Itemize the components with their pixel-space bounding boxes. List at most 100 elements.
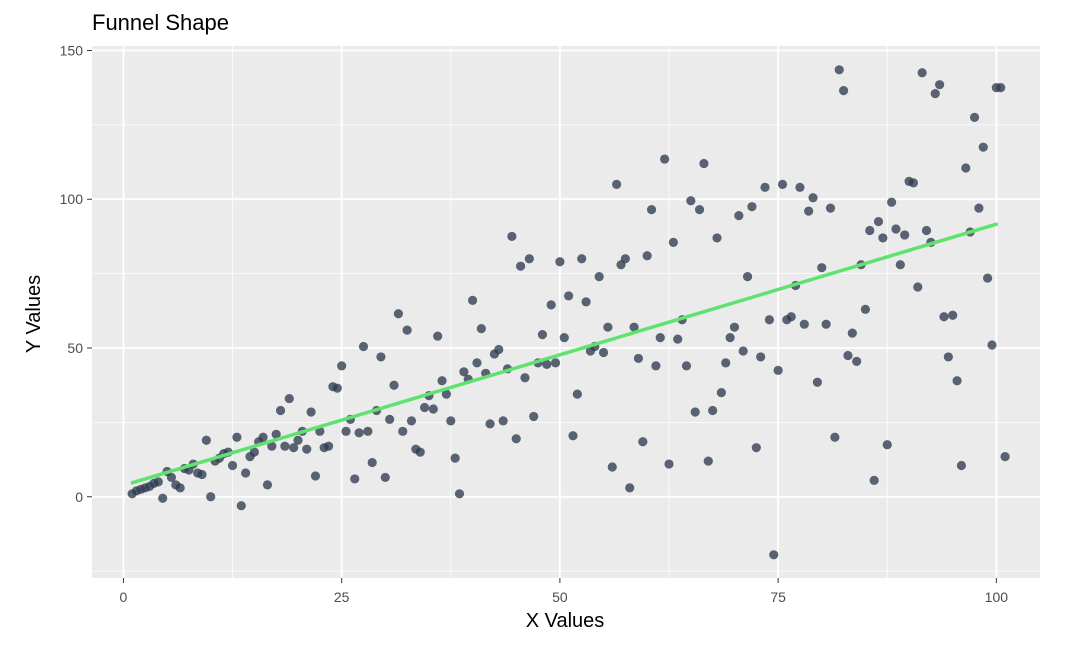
data-point — [507, 231, 517, 242]
data-point — [812, 377, 823, 387]
data-point — [1000, 452, 1010, 462]
data-point — [310, 471, 321, 481]
data-point — [393, 309, 403, 319]
data-point — [607, 462, 617, 472]
data-point — [511, 434, 521, 444]
data-point — [996, 83, 1006, 93]
data-point — [323, 441, 334, 451]
data-point — [241, 468, 251, 478]
data-point — [961, 163, 971, 173]
data-point — [725, 332, 735, 343]
minor-gridlines — [92, 46, 1040, 578]
data-point — [756, 352, 766, 362]
data-point — [834, 65, 844, 75]
data-point — [760, 182, 770, 192]
data-point — [564, 291, 574, 301]
data-point — [764, 315, 774, 325]
x-tick-label: 0 — [120, 589, 128, 605]
data-point — [568, 431, 578, 441]
data-point — [275, 405, 286, 416]
data-point — [546, 300, 556, 310]
data-point — [363, 426, 373, 436]
data-point — [895, 260, 905, 270]
data-point — [341, 426, 351, 436]
data-point — [777, 179, 788, 189]
data-point — [577, 254, 587, 264]
data-point — [206, 492, 216, 502]
data-point — [974, 203, 984, 213]
data-point — [804, 206, 814, 216]
data-point — [201, 435, 211, 445]
data-point — [930, 89, 940, 99]
data-point — [821, 319, 831, 329]
x-tick-label: 50 — [552, 589, 568, 605]
data-point — [450, 453, 460, 463]
data-point — [437, 376, 447, 386]
data-point — [459, 367, 469, 377]
data-point — [389, 380, 399, 390]
data-point — [385, 414, 395, 425]
data-point — [747, 202, 757, 212]
data-point — [921, 225, 932, 236]
data-point — [664, 459, 674, 469]
data-point — [542, 359, 552, 369]
data-point — [681, 361, 692, 371]
data-point — [638, 437, 648, 447]
data-point — [332, 383, 342, 393]
data-points — [127, 65, 1010, 560]
data-point — [236, 501, 246, 511]
data-point — [987, 340, 997, 350]
data-point — [227, 460, 238, 471]
data-point — [847, 328, 857, 338]
data-point — [537, 330, 548, 340]
data-point — [651, 361, 661, 371]
data-point — [555, 257, 565, 267]
data-point — [978, 142, 988, 152]
data-point — [559, 332, 569, 343]
data-point — [293, 435, 303, 445]
data-point — [860, 304, 871, 314]
data-point — [358, 341, 369, 352]
data-point — [699, 158, 709, 169]
x-tick-label: 100 — [985, 589, 1009, 605]
data-point — [742, 271, 753, 282]
data-point — [354, 428, 364, 438]
trend-line — [130, 222, 999, 485]
data-point — [830, 432, 840, 442]
data-point — [433, 331, 443, 341]
data-point — [882, 440, 892, 450]
data-point — [852, 356, 862, 366]
data-point — [415, 447, 425, 457]
data-point — [498, 416, 508, 426]
data-point — [738, 346, 748, 356]
data-point — [284, 393, 294, 404]
data-point — [686, 196, 696, 206]
data-point — [402, 325, 412, 335]
data-point — [472, 358, 482, 368]
data-point — [197, 469, 207, 480]
data-point — [865, 225, 875, 236]
data-point — [729, 322, 740, 332]
data-point — [262, 480, 273, 490]
data-point — [249, 447, 259, 457]
y-tick-label: 150 — [60, 42, 84, 58]
data-point — [625, 483, 635, 493]
data-point — [550, 358, 561, 368]
data-point — [271, 429, 281, 439]
data-point — [908, 178, 919, 188]
data-point — [838, 86, 849, 96]
data-point — [289, 443, 299, 453]
data-point — [454, 489, 465, 499]
data-point — [843, 350, 853, 361]
data-point — [306, 407, 316, 417]
y-axis-ticks: 0 50 100 150 — [60, 42, 92, 505]
data-point — [612, 179, 622, 189]
y-tick-label: 0 — [75, 489, 83, 505]
x-axis-title: X Values — [526, 610, 605, 632]
data-point — [887, 197, 897, 207]
chart-title: Funnel Shape — [92, 10, 229, 35]
data-point — [900, 230, 910, 240]
data-point — [969, 112, 980, 123]
data-point — [660, 154, 670, 164]
data-point — [873, 216, 884, 227]
